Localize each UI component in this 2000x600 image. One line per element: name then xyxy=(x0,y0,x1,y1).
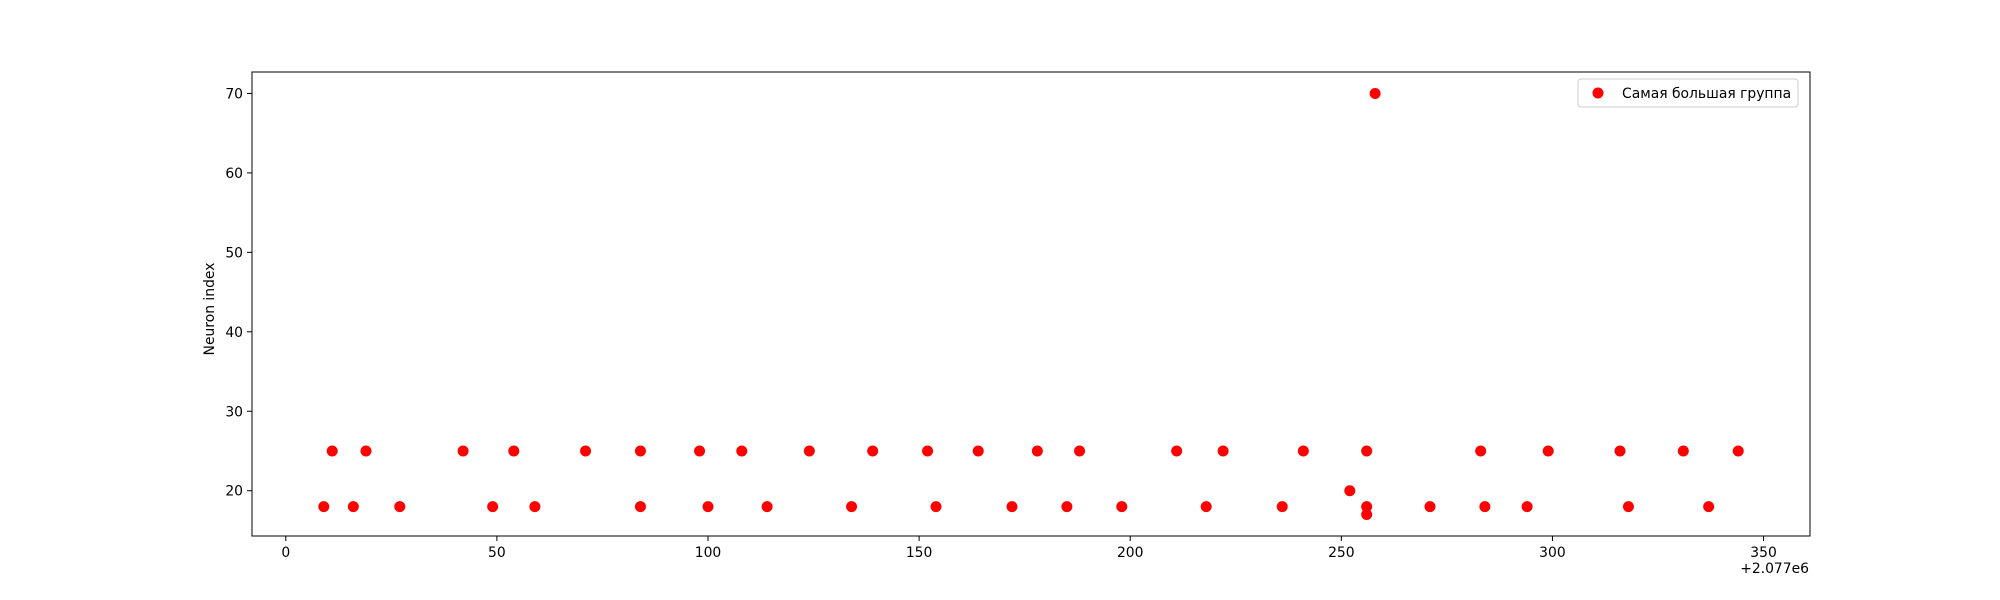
data-point xyxy=(508,445,520,457)
x-tick-label: 200 xyxy=(1117,545,1144,561)
data-point xyxy=(394,501,406,513)
y-tick-label: 20 xyxy=(225,484,243,500)
data-point xyxy=(1276,501,1288,513)
legend-box xyxy=(1577,78,1799,108)
data-point xyxy=(580,445,592,457)
data-point xyxy=(1369,87,1381,99)
data-point xyxy=(1074,445,1086,457)
legend: Самая большая группа xyxy=(1577,78,1799,108)
data-point xyxy=(634,501,646,513)
data-point xyxy=(1217,445,1229,457)
data-point xyxy=(634,445,646,457)
data-point xyxy=(1521,501,1533,513)
data-point xyxy=(1171,445,1183,457)
data-point xyxy=(930,501,942,513)
data-point xyxy=(1116,501,1128,513)
data-point xyxy=(1677,445,1689,457)
data-point xyxy=(347,501,359,513)
data-point xyxy=(457,445,469,457)
data-point xyxy=(1031,445,1043,457)
data-point xyxy=(803,445,815,457)
data-point xyxy=(1200,501,1212,513)
y-tick-label: 70 xyxy=(225,86,243,102)
data-point xyxy=(1297,445,1309,457)
y-tick-label: 30 xyxy=(225,404,243,420)
data-point xyxy=(326,445,338,457)
data-point xyxy=(761,501,773,513)
data-point xyxy=(1361,509,1373,521)
data-point xyxy=(529,501,541,513)
x-tick-label: 350 xyxy=(1750,545,1777,561)
y-axis-label: Neuron index xyxy=(202,263,218,356)
data-point xyxy=(1622,501,1634,513)
plot-area xyxy=(318,87,1744,521)
x-tick-label: 150 xyxy=(906,545,933,561)
y-tick-label: 60 xyxy=(225,166,243,182)
data-point xyxy=(1732,445,1744,457)
data-point xyxy=(1361,445,1373,457)
data-point xyxy=(1614,445,1626,457)
data-point xyxy=(867,445,879,457)
legend-marker xyxy=(1592,87,1604,99)
legend-label: Самая большая группа xyxy=(1622,86,1791,102)
data-point xyxy=(1479,501,1491,513)
data-point xyxy=(972,445,984,457)
data-point xyxy=(1344,485,1356,497)
data-point xyxy=(1006,501,1018,513)
data-point xyxy=(922,445,934,457)
data-point xyxy=(1424,501,1436,513)
x-tick-label: 50 xyxy=(488,545,506,561)
data-point xyxy=(1061,501,1073,513)
x-offset-label: +2.077e6 xyxy=(1740,561,1809,577)
plot-frame xyxy=(251,71,1811,537)
data-point xyxy=(487,501,499,513)
data-point xyxy=(846,501,858,513)
data-point xyxy=(694,445,706,457)
data-point xyxy=(318,501,330,513)
axes: 0 50 100 150 200 250 300 350 20 30 40 50 60 70 xyxy=(225,71,1811,561)
data-point xyxy=(1542,445,1554,457)
data-point xyxy=(1475,445,1487,457)
y-tick-label: 40 xyxy=(225,325,243,341)
data-point xyxy=(702,501,714,513)
data-point xyxy=(1703,501,1715,513)
x-tick-label: 100 xyxy=(695,545,722,561)
x-tick-label: 300 xyxy=(1539,545,1566,561)
x-tick-label: 250 xyxy=(1328,545,1355,561)
data-point xyxy=(1361,501,1373,513)
data-point xyxy=(360,445,372,457)
y-tick-label: 50 xyxy=(225,245,243,261)
x-tick-label: 0 xyxy=(281,545,290,561)
data-point xyxy=(736,445,748,457)
